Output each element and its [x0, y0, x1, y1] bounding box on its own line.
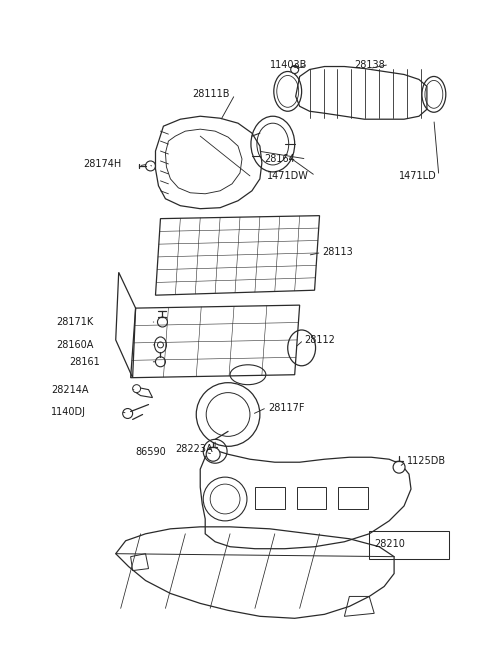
Text: 86590: 86590 — [136, 447, 167, 457]
Text: 28210: 28210 — [374, 539, 405, 549]
Text: 28171K: 28171K — [56, 317, 93, 327]
Circle shape — [123, 409, 132, 419]
Text: 28160A: 28160A — [56, 340, 94, 350]
Text: 28138: 28138 — [354, 60, 385, 69]
Circle shape — [291, 66, 299, 73]
Bar — [369, 531, 449, 559]
Text: 1140DJ: 1140DJ — [51, 407, 86, 417]
Text: 28174H: 28174H — [83, 159, 121, 169]
Text: 28112: 28112 — [305, 335, 336, 345]
Text: 1125DB: 1125DB — [407, 457, 446, 466]
Text: 11403B: 11403B — [270, 60, 307, 69]
Text: 1471DW: 1471DW — [267, 171, 309, 181]
Text: 28214A: 28214A — [51, 384, 89, 395]
Circle shape — [157, 317, 168, 327]
Text: 1471LD: 1471LD — [399, 171, 437, 181]
Circle shape — [393, 461, 405, 473]
Text: 28223A: 28223A — [175, 444, 213, 455]
Text: 28164: 28164 — [264, 154, 295, 164]
Circle shape — [206, 447, 220, 461]
Text: 28161: 28161 — [69, 357, 100, 367]
Circle shape — [132, 384, 141, 392]
Text: 28117F: 28117F — [268, 403, 304, 413]
Text: 28113: 28113 — [323, 248, 353, 257]
Circle shape — [157, 342, 164, 348]
Text: 28111B: 28111B — [192, 89, 230, 100]
